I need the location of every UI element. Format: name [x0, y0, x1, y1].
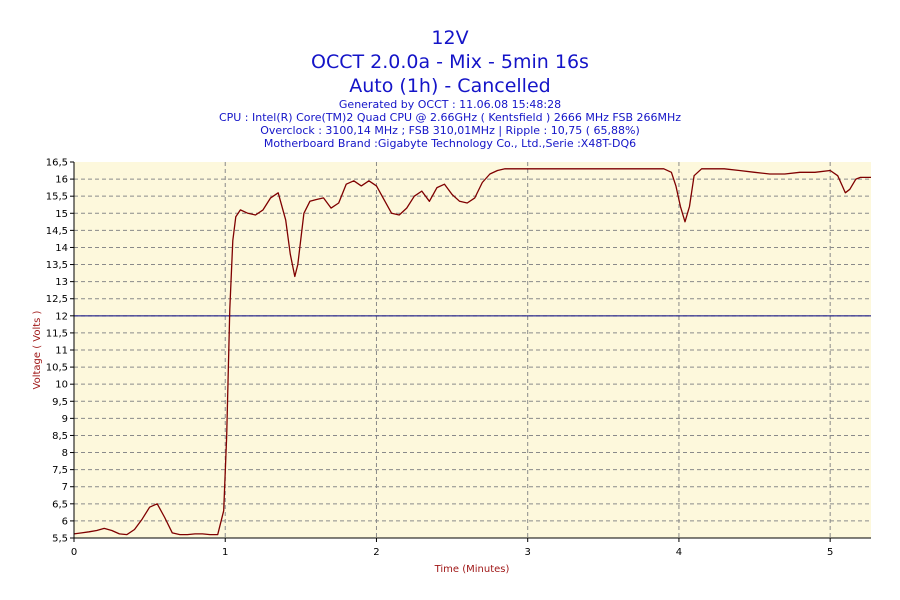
- chart-title: 12V: [431, 27, 469, 49]
- y-tick-label: 8,5: [52, 431, 68, 442]
- y-tick-label: 7: [62, 482, 68, 493]
- y-tick-label: 13,5: [46, 260, 68, 271]
- generated-info: Generated by OCCT : 11.06.08 15:48:28: [338, 98, 562, 111]
- y-tick-label: 12,5: [46, 294, 68, 305]
- plot-area: [74, 162, 871, 538]
- y-tick-label: 9,5: [52, 397, 68, 408]
- x-tick-label: 1: [222, 547, 228, 558]
- x-tick-label: 5: [827, 547, 833, 558]
- x-tick-label: 3: [525, 547, 531, 558]
- chart-header: 12V OCCT 2.0.0a - Mix - 5min 16s Auto (1…: [0, 26, 900, 150]
- y-tick-label: 6: [62, 516, 68, 527]
- y-tick-label: 14,5: [46, 226, 68, 237]
- y-tick-label: 15: [55, 209, 68, 220]
- y-tick-label: 6,5: [52, 499, 68, 510]
- series-line-voltage: [73, 168, 871, 536]
- motherboard-info: Motherboard Brand :Gigabyte Technology C…: [263, 137, 637, 150]
- chart-subtitle: OCCT 2.0.0a - Mix - 5min 16s: [311, 51, 589, 73]
- y-tick-label: 15,5: [46, 192, 68, 203]
- y-tick-label: 8: [62, 448, 68, 459]
- y-ticks: 5,5 6 6,5 7 7,5 8 8,5 9 9,5 10 10,5 11 11,5 12 12,5 13 1…: [46, 158, 74, 545]
- y-tick-label: 16: [55, 175, 68, 186]
- x-axis-label: Time (Minutes): [434, 564, 510, 575]
- y-tick-label: 13: [55, 277, 68, 288]
- cpu-info: CPU : Intel(R) Core(TM)2 Quad CPU @ 2.66…: [218, 111, 682, 124]
- y-tick-label: 14: [55, 243, 68, 254]
- chart-status: Auto (1h) - Cancelled: [349, 75, 551, 97]
- y-tick-label: 5,5: [52, 534, 68, 545]
- y-axis-label: Voltage ( Volts ): [32, 310, 43, 389]
- y-tick-label: 11,5: [46, 328, 68, 339]
- y-tick-label: 16,5: [46, 158, 68, 169]
- y-tick-label: 9: [62, 414, 68, 425]
- series-group: [73, 168, 871, 536]
- y-tick-label: 10: [55, 380, 68, 391]
- y-tick-label: 10,5: [46, 363, 68, 374]
- y-tick-label: 12: [55, 311, 68, 322]
- x-ticks: 0 1 2 3 4 5: [71, 538, 833, 558]
- y-tick-label: 7,5: [52, 465, 68, 476]
- x-tick-label: 2: [373, 547, 379, 558]
- x-tick-label: 0: [71, 547, 77, 558]
- y-tick-label: 11: [55, 346, 68, 357]
- x-tick-label: 4: [676, 547, 682, 558]
- overclock-info: Overclock : 3100,14 MHz ; FSB 310,01MHz …: [260, 124, 640, 137]
